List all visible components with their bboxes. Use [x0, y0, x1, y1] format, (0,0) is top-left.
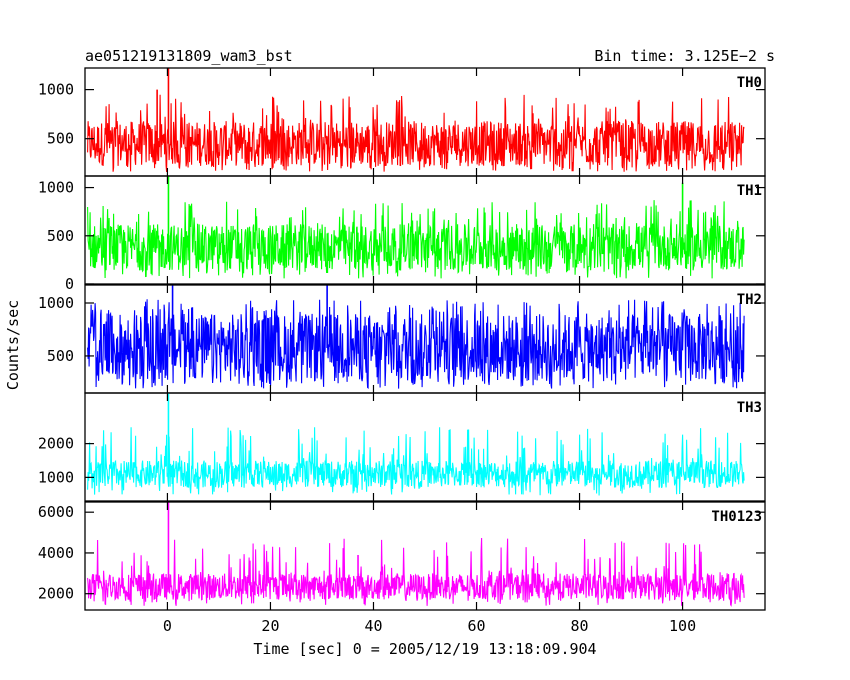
x-axis: 0 20 40 60 80 100 — [163, 617, 696, 635]
bin-time-label: Bin time: 3.125E−2 s — [594, 47, 775, 65]
trace-th3 — [87, 427, 745, 496]
y-tick-label: 2000 — [38, 435, 74, 453]
panel-th0: 500 1000 TH0 — [38, 67, 766, 177]
x-tick-label: 20 — [261, 617, 279, 635]
panel-label-th3: TH3 — [737, 400, 762, 416]
x-tick-label: 0 — [163, 617, 172, 635]
panel-label-th2: TH2 — [737, 292, 762, 308]
y-tick-label: 1000 — [38, 468, 74, 486]
panel-frame — [84, 175, 766, 285]
trace-th2 — [87, 299, 745, 390]
x-axis-label: Time [sec] 0 = 2005/12/19 13:18:09.904 — [253, 640, 596, 658]
y-tick-label: 6000 — [38, 503, 74, 521]
panels-group: 500 1000 TH0 0 500 1000 TH1 500 1000 TH2 1000 2000 T… — [38, 67, 766, 611]
chart-title: ae051219131809_wam3_bst — [85, 47, 293, 65]
panel-frame — [84, 392, 766, 502]
y-tick-label: 500 — [47, 227, 74, 245]
y-tick-label: 1000 — [38, 179, 74, 197]
panel-label-th0123: TH0123 — [711, 509, 762, 525]
y-tick-label: 0 — [65, 275, 74, 293]
y-tick-label: 500 — [47, 347, 74, 365]
panel-frame — [84, 501, 766, 611]
x-tick-label: 60 — [467, 617, 485, 635]
trace-th0123 — [87, 537, 745, 607]
y-tick-label: 4000 — [38, 544, 74, 562]
panel-th2: 500 1000 TH2 — [38, 284, 766, 394]
trace-th1 — [87, 200, 745, 279]
x-tick-label: 80 — [571, 617, 589, 635]
y-tick-label: 1000 — [38, 81, 74, 99]
x-tick-label: 100 — [669, 617, 696, 635]
trace-th0 — [87, 94, 745, 173]
panel-th3: 1000 2000 TH3 — [38, 392, 766, 502]
y-tick-label: 1000 — [38, 294, 74, 312]
panel-th1: 0 500 1000 TH1 — [38, 175, 766, 293]
panel-th0123: 2000 4000 6000 TH0123 — [38, 501, 766, 611]
y-tick-label: 500 — [47, 130, 74, 148]
panel-label-th0: TH0 — [737, 75, 762, 91]
panel-label-th1: TH1 — [737, 183, 762, 199]
y-axis-label: Counts/sec — [4, 300, 22, 390]
y-tick-label: 2000 — [38, 585, 74, 603]
x-tick-label: 40 — [364, 617, 382, 635]
